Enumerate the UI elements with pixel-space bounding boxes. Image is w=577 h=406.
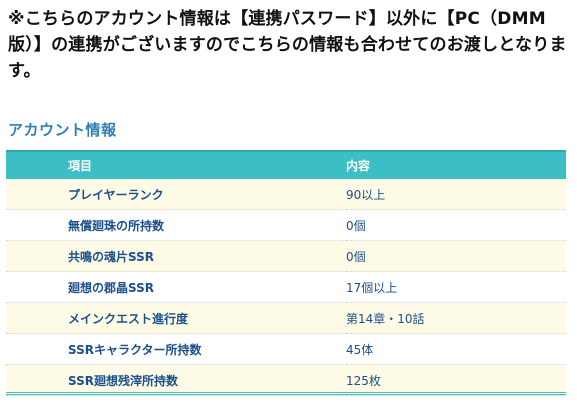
row-item-value: 17個以上: [346, 271, 566, 303]
account-notice: ※こちらのアカウント情報は【連携パスワード】以外に【PC（DMM版）】の連携がご…: [8, 9, 567, 81]
row-item-value: 45体: [346, 333, 566, 365]
row-item-label: SSR廻想残滓所持数: [6, 364, 346, 396]
row-item-label: メインクエスト進行度: [6, 302, 346, 334]
table-row: SSRキャラクター所持数 45体: [6, 333, 566, 365]
header-item: 項目: [6, 150, 346, 179]
table-row: メインクエスト進行度 第14章・10話: [6, 302, 566, 334]
row-item-value: 0個: [346, 209, 566, 241]
row-item-label: 共鳴の魂片SSR: [6, 240, 346, 272]
section-title: アカウント情報: [8, 121, 117, 139]
table-bottom-rule: [6, 392, 566, 395]
table-row: プレイヤーランク 90以上: [6, 179, 566, 210]
row-item-value: 90以上: [346, 179, 566, 210]
row-item-label: プレイヤーランク: [6, 179, 346, 210]
table-row: 廻想の郡晶SSR 17個以上: [6, 271, 566, 303]
header-value: 内容: [346, 150, 566, 179]
account-info-table: 項目 内容 プレイヤーランク 90以上 無償廻珠の所持数 0個 共鳴の魂片SSR…: [6, 150, 566, 396]
table-row: 無償廻珠の所持数 0個: [6, 209, 566, 241]
row-item-label: 廻想の郡晶SSR: [6, 271, 346, 303]
row-item-label: 無償廻珠の所持数: [6, 209, 346, 241]
table-row: 共鳴の魂片SSR 0個: [6, 240, 566, 272]
row-item-label: SSRキャラクター所持数: [6, 333, 346, 365]
row-item-value: 0個: [346, 240, 566, 272]
table-row: SSR廻想残滓所持数 125枚: [6, 364, 566, 396]
row-item-value: 125枚: [346, 364, 566, 396]
row-item-value: 第14章・10話: [346, 302, 566, 334]
table-header-row: 項目 内容: [6, 150, 566, 179]
